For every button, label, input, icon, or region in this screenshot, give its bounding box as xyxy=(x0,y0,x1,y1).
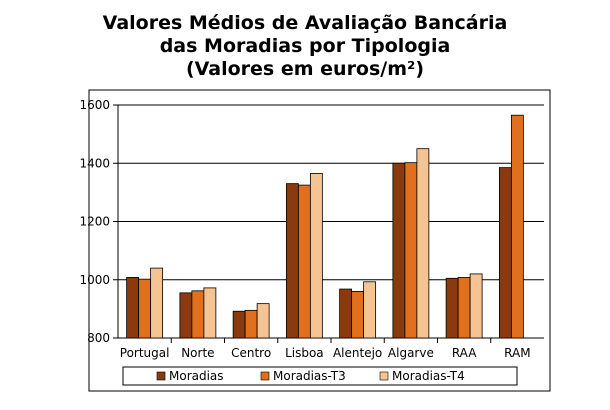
legend-box xyxy=(122,366,518,386)
chart-title-line-3: (Valores em euros/m²) xyxy=(185,58,425,80)
bar xyxy=(416,148,430,339)
x-tick-label: Alentejo xyxy=(333,346,382,360)
bar xyxy=(498,167,512,339)
y-tick-label: 800 xyxy=(87,331,110,345)
legend-label: Moradias-T4 xyxy=(392,369,465,383)
bar xyxy=(392,162,406,339)
y-tick-label: 1200 xyxy=(79,215,110,229)
bar xyxy=(232,310,246,339)
bar xyxy=(191,290,205,339)
bar xyxy=(351,290,365,339)
legend-swatch xyxy=(156,371,166,381)
bar xyxy=(138,278,152,339)
bar xyxy=(297,184,311,339)
bar xyxy=(469,273,483,339)
bar xyxy=(126,277,140,339)
x-tick-label: Algarve xyxy=(388,346,434,360)
bar xyxy=(256,303,270,339)
chart-title: Valores Médios de Avaliação Bancária das… xyxy=(0,12,610,81)
y-tick-label: 1000 xyxy=(79,273,110,287)
bar xyxy=(457,277,471,339)
bar xyxy=(510,114,524,339)
legend-swatch xyxy=(379,371,389,381)
bar xyxy=(445,277,459,339)
bar xyxy=(150,267,164,339)
chart-title-line-1: Valores Médios de Avaliação Bancária xyxy=(102,12,508,34)
legend-label: Moradias xyxy=(169,369,224,383)
bar xyxy=(244,309,258,339)
x-tick-label: Centro xyxy=(231,346,271,360)
bar xyxy=(309,173,323,339)
x-tick-label: RAA xyxy=(452,346,477,360)
y-tick-label: 1400 xyxy=(79,156,110,170)
x-tick-label: Norte xyxy=(181,346,214,360)
bar xyxy=(404,162,418,339)
legend-swatch xyxy=(260,371,270,381)
x-tick-label: RAM xyxy=(504,346,530,360)
bar xyxy=(285,183,299,339)
chart-title-line-2: das Moradias por Tipologia xyxy=(159,35,451,57)
legend-label: Moradias-T3 xyxy=(273,369,346,383)
x-tick-label: Lisboa xyxy=(285,346,324,360)
bar xyxy=(339,288,353,339)
x-tick-label: Portugal xyxy=(120,346,170,360)
bar xyxy=(179,292,193,339)
bar xyxy=(363,281,377,339)
bar xyxy=(203,287,217,339)
y-tick-label: 1600 xyxy=(79,98,110,112)
